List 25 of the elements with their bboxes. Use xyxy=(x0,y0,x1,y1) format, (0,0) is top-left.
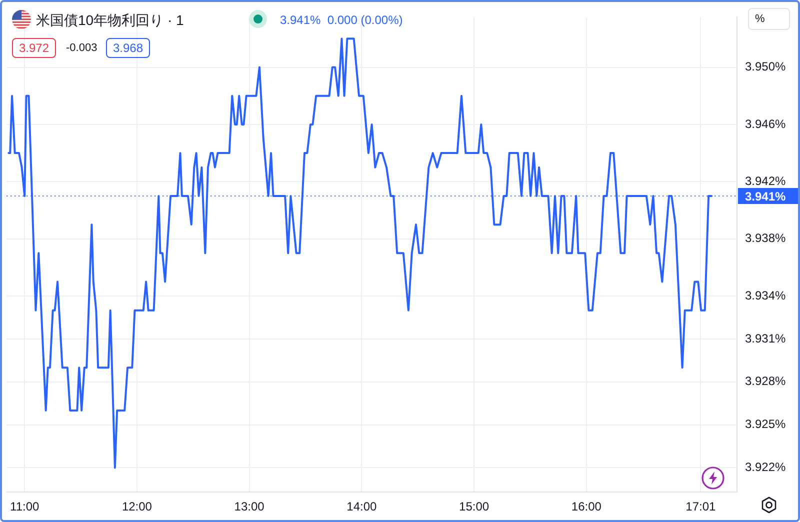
y-tick-label: 3.934% xyxy=(745,288,786,302)
toggle-button: % xyxy=(748,8,790,30)
ref-line-label: 3.941% xyxy=(745,189,786,204)
x-tick-label: 13:00 xyxy=(234,500,265,514)
y-tick-label: 3.946% xyxy=(745,116,786,131)
y-tick-label: 3.928% xyxy=(745,374,786,388)
chart-title: 米国債10年物利回り · 1 xyxy=(36,11,184,29)
x-tick-label: 12:00 xyxy=(122,500,152,514)
annotation: 3.972 xyxy=(19,41,50,55)
y-tick-label: 3.950% xyxy=(745,60,786,74)
x-tick-label: 15:00 xyxy=(459,500,490,514)
annotation: -0.003 xyxy=(66,41,98,56)
y-tick-label: 3.938% xyxy=(745,231,786,246)
value-badge: 3.968 xyxy=(106,38,150,58)
x-tick-label: 14:00 xyxy=(346,500,378,514)
x-tick-label: 17:01 xyxy=(686,500,716,514)
annotation: 3.968 xyxy=(113,41,144,55)
y-tick-label: 3.922% xyxy=(745,460,786,474)
y-tick-label: 3.931% xyxy=(745,331,786,346)
x-tick-label: 16:00 xyxy=(571,500,602,514)
y-tick-label: 3.925% xyxy=(745,417,786,432)
value-badge: 3.972 xyxy=(12,38,56,58)
y-tick-label: 3.942% xyxy=(745,174,786,188)
x-tick-label: 11:00 xyxy=(10,500,40,514)
chart-subtitle: 3.941% 0.000 (0.00%) xyxy=(280,12,403,28)
